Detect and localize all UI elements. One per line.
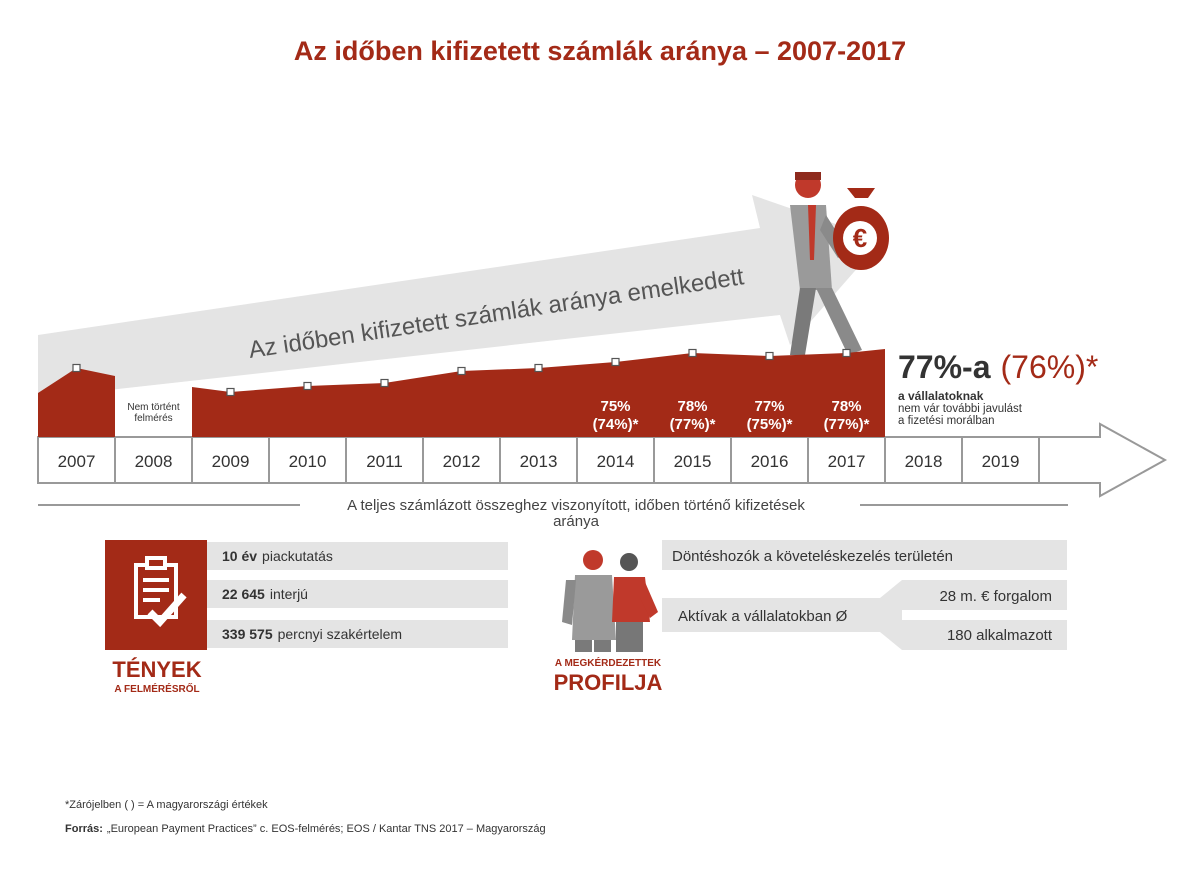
fact: 339 575 percnyi szakértelem — [222, 626, 402, 642]
year-label: 2009 — [212, 452, 250, 471]
fact-bar — [207, 620, 508, 648]
data-point — [688, 348, 697, 358]
fact-number: 22 645 — [222, 586, 265, 602]
year-label: 2017 — [828, 452, 866, 471]
caption-bg — [300, 495, 860, 515]
year-label: 2011 — [366, 452, 403, 471]
profile-subtitle: A MEGKÉRDEZETTEK — [555, 656, 662, 669]
data-point — [842, 348, 851, 358]
highlight-hu: (76%)* — [1001, 349, 1099, 385]
fact-number: 10 év — [222, 548, 257, 564]
man-illustration: € — [790, 172, 889, 355]
clipboard-icon — [134, 556, 187, 628]
year-label: 2013 — [520, 452, 558, 471]
gap-note: Nem történt — [127, 402, 179, 413]
source-text: „European Payment Practices” c. EOS-felm… — [107, 823, 546, 835]
data-point — [765, 351, 774, 361]
fact: 10 év piackutatás — [222, 548, 333, 564]
year-label: 2012 — [443, 452, 481, 471]
data-point — [457, 366, 466, 376]
fact-bar — [207, 542, 508, 570]
footnote: *Zárójelben ( ) = A magyarországi értéke… — [65, 799, 268, 811]
size-item: 28 m. € forgalom — [939, 588, 1052, 605]
year-label: 2014 — [597, 452, 635, 471]
year-label: 2018 — [905, 452, 943, 471]
year-label: 2008 — [135, 452, 173, 471]
highlight-line: a vállalatoknak — [898, 389, 984, 403]
profile-bar — [662, 540, 1067, 570]
data-point — [380, 378, 389, 388]
profile-connector — [880, 580, 1067, 650]
trend-arrow — [38, 195, 882, 398]
fact-bar — [207, 580, 508, 608]
hu-value-label: (75%)* — [747, 416, 793, 433]
size-label: Aktívak a vállalatokban Ø — [678, 608, 848, 625]
timeline-arrow — [37, 422, 1168, 498]
size-item: 180 alkalmazott — [947, 627, 1053, 644]
axis-caption: aránya — [553, 513, 600, 530]
fact-number: 339 575 — [222, 626, 273, 642]
value-label: 78% — [677, 398, 707, 415]
area — [192, 349, 885, 437]
profile-title: PROFILJA — [554, 670, 663, 695]
data-point — [611, 357, 620, 367]
data-point — [303, 381, 312, 391]
title: Az időben kifizetett számlák aránya – 20… — [294, 36, 906, 66]
data-point — [226, 387, 235, 397]
year-label: 2007 — [58, 452, 96, 471]
year-label: 2019 — [982, 452, 1020, 471]
highlight: 77%-a (76%)* — [898, 349, 1098, 385]
profile-role: Döntéshozók a követeléskezelés területén — [672, 548, 953, 565]
gap-note: felmérés — [134, 413, 172, 424]
value-label: 77% — [754, 398, 784, 415]
facts-subtitle: A FELMÉRÉSRŐL — [114, 682, 199, 695]
people-illustration — [562, 550, 658, 652]
axis-caption: A teljes számlázott összeghez viszonyíto… — [347, 497, 805, 514]
highlight-line: a fizetési morálban — [898, 415, 995, 427]
facts-title: TÉNYEK — [112, 657, 201, 682]
year-label: 2010 — [289, 452, 327, 471]
source-label: Forrás: — [65, 823, 103, 835]
profile-bar — [662, 598, 902, 632]
value-label: 75% — [600, 398, 630, 415]
data-point — [72, 363, 81, 373]
highlight-value: 77%-a — [898, 349, 991, 385]
fact-text: interjú — [270, 586, 308, 602]
area — [38, 368, 115, 437]
fact: 22 645 interjú — [222, 586, 308, 602]
hu-value-label: (77%)* — [824, 416, 870, 433]
svg-text:€: € — [853, 223, 867, 253]
highlight-line: nem vár további javulást — [898, 403, 1023, 415]
source: Forrás: „European Payment Practices” c. E… — [65, 823, 546, 835]
data-point — [534, 363, 543, 373]
year-label: 2015 — [674, 452, 712, 471]
value-label: 78% — [831, 398, 861, 415]
fact-text: piackutatás — [262, 548, 333, 564]
hu-value-label: (74%)* — [593, 416, 639, 433]
year-label: 2016 — [751, 452, 789, 471]
hu-value-label: (77%)* — [670, 416, 716, 433]
fact-text: percnyi szakértelem — [278, 626, 403, 642]
